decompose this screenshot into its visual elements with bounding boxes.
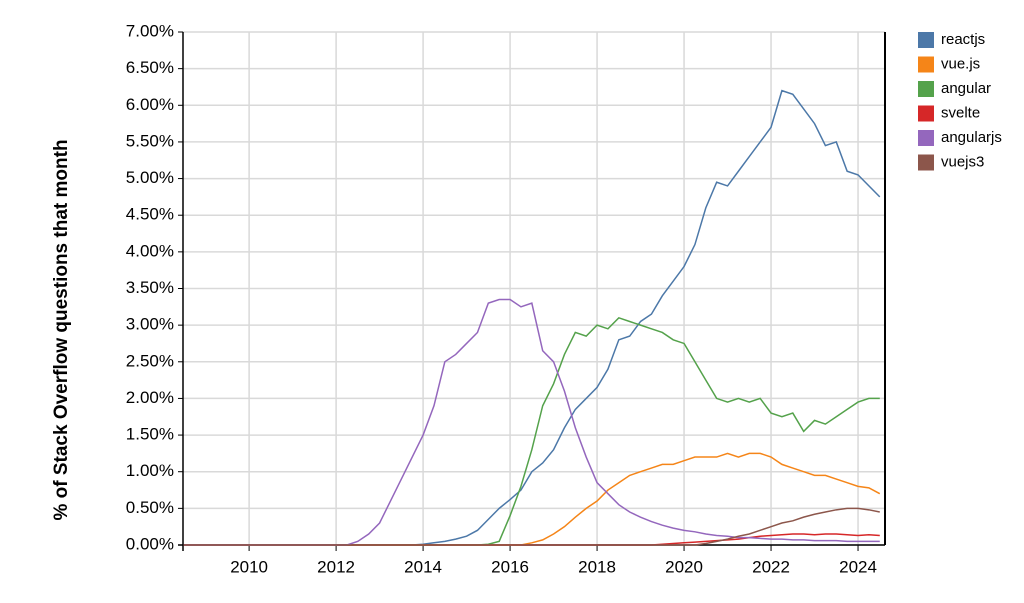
legend-swatch bbox=[918, 105, 934, 122]
y-tick-label: 6.00% bbox=[126, 95, 174, 114]
x-tick-label: 2010 bbox=[230, 557, 268, 576]
y-tick-label: 7.00% bbox=[126, 21, 174, 40]
y-tick-label: 5.00% bbox=[126, 168, 174, 187]
legend-swatch bbox=[918, 154, 934, 171]
legend-swatch bbox=[918, 56, 934, 73]
series-line bbox=[183, 452, 881, 546]
legend-label: angular bbox=[941, 80, 991, 97]
y-tick-label: 2.00% bbox=[126, 388, 174, 407]
x-tick-label: 2022 bbox=[752, 557, 790, 576]
legend-swatch bbox=[918, 81, 934, 97]
legend-label: vuejs3 bbox=[941, 153, 984, 170]
x-tick-label: 2024 bbox=[839, 557, 877, 576]
y-tick-label: 0.50% bbox=[126, 498, 174, 517]
legend-label: svelte bbox=[941, 104, 980, 121]
y-tick-label: 6.50% bbox=[126, 58, 174, 77]
legend-label: reactjs bbox=[941, 31, 985, 48]
y-tick-label: 4.00% bbox=[126, 241, 174, 260]
y-tick-label: 1.00% bbox=[126, 461, 174, 480]
legend-swatch bbox=[918, 32, 934, 48]
x-tick-label: 2020 bbox=[665, 557, 703, 576]
series-line bbox=[183, 507, 880, 546]
x-tick-label: 2016 bbox=[491, 557, 529, 576]
y-tick-label: 4.50% bbox=[126, 205, 174, 224]
y-tick-label: 3.50% bbox=[126, 278, 174, 297]
series-line bbox=[183, 89, 881, 546]
series-line bbox=[183, 316, 880, 546]
y-tick-label: 0.00% bbox=[126, 534, 174, 553]
x-tick-label: 2018 bbox=[578, 557, 616, 576]
legend-label: angularjs bbox=[941, 129, 1002, 146]
legend-label: vue.js bbox=[941, 55, 980, 72]
y-tick-label: 2.50% bbox=[126, 351, 174, 370]
y-axis-label: % of Stack Overflow questions that month bbox=[51, 139, 72, 520]
y-tick-label: 1.50% bbox=[126, 425, 174, 444]
y-tick-label: 3.00% bbox=[126, 315, 174, 334]
x-tick-label: 2014 bbox=[404, 557, 442, 576]
x-tick-label: 2012 bbox=[317, 557, 355, 576]
legend-swatch bbox=[918, 130, 934, 146]
y-tick-label: 5.50% bbox=[126, 131, 174, 150]
